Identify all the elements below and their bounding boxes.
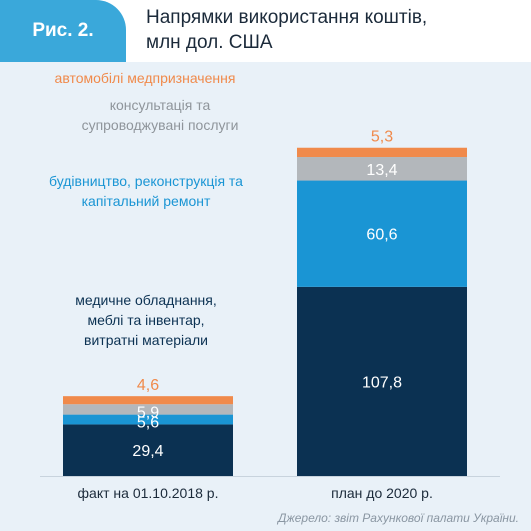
chart-title-line-1: Напрямки використання коштів, [146, 7, 428, 28]
data-label-medical-0: 29,4 [132, 443, 163, 460]
legend-label-medical-2: витратні матеріали [84, 332, 208, 348]
figure-label: Рис. 2. [0, 0, 126, 62]
bar-segment-vehicles-0 [63, 396, 233, 405]
data-label-vehicles-1: 5,3 [371, 129, 393, 146]
bar-segment-consulting-0 [63, 404, 233, 415]
legend-label-medical-1: меблі та інвентар, [87, 312, 204, 328]
legend-label-consulting-0: консультація та [110, 97, 211, 113]
category-label-0: факт на 01.10.2018 р. [78, 485, 219, 501]
legend-label-construction-0: будівництво, реконструкція та [49, 173, 243, 189]
bar-segment-vehicles-1 [297, 147, 467, 158]
legend-label-vehicles-0: автомобілі медпризначення [55, 70, 236, 86]
data-label-consulting-1: 13,4 [366, 162, 397, 179]
data-label-construction-0: 5,6 [137, 415, 159, 432]
data-label-vehicles-0: 4,6 [137, 377, 159, 394]
source-note: Джерело: звіт Рахункової палати України. [278, 511, 519, 525]
header: Рис. 2. Напрямки використання коштів, мл… [0, 0, 531, 62]
legend-label-medical-0: медичне обладнання, [75, 292, 217, 308]
legend-label-construction-1: капітальний ремонт [82, 193, 211, 209]
bar-segment-consulting-1 [297, 157, 467, 181]
data-label-construction-1: 60,6 [366, 227, 397, 244]
bar-segment-construction-1 [297, 180, 467, 287]
data-label-consulting-0: 5,9 [137, 404, 159, 421]
data-label-medical-1: 107,8 [362, 374, 402, 391]
legend-label-consulting-1: супроводжувані послуги [82, 117, 239, 133]
bar-segment-medical-0 [63, 424, 233, 476]
chart-title: Напрямки використання коштів, млн дол. С… [146, 5, 506, 55]
bar-segment-medical-1 [297, 286, 467, 476]
category-label-1: план до 2020 р. [331, 485, 433, 501]
chart-title-line-2: млн дол. США [146, 32, 273, 53]
bar-segment-construction-0 [63, 414, 233, 425]
